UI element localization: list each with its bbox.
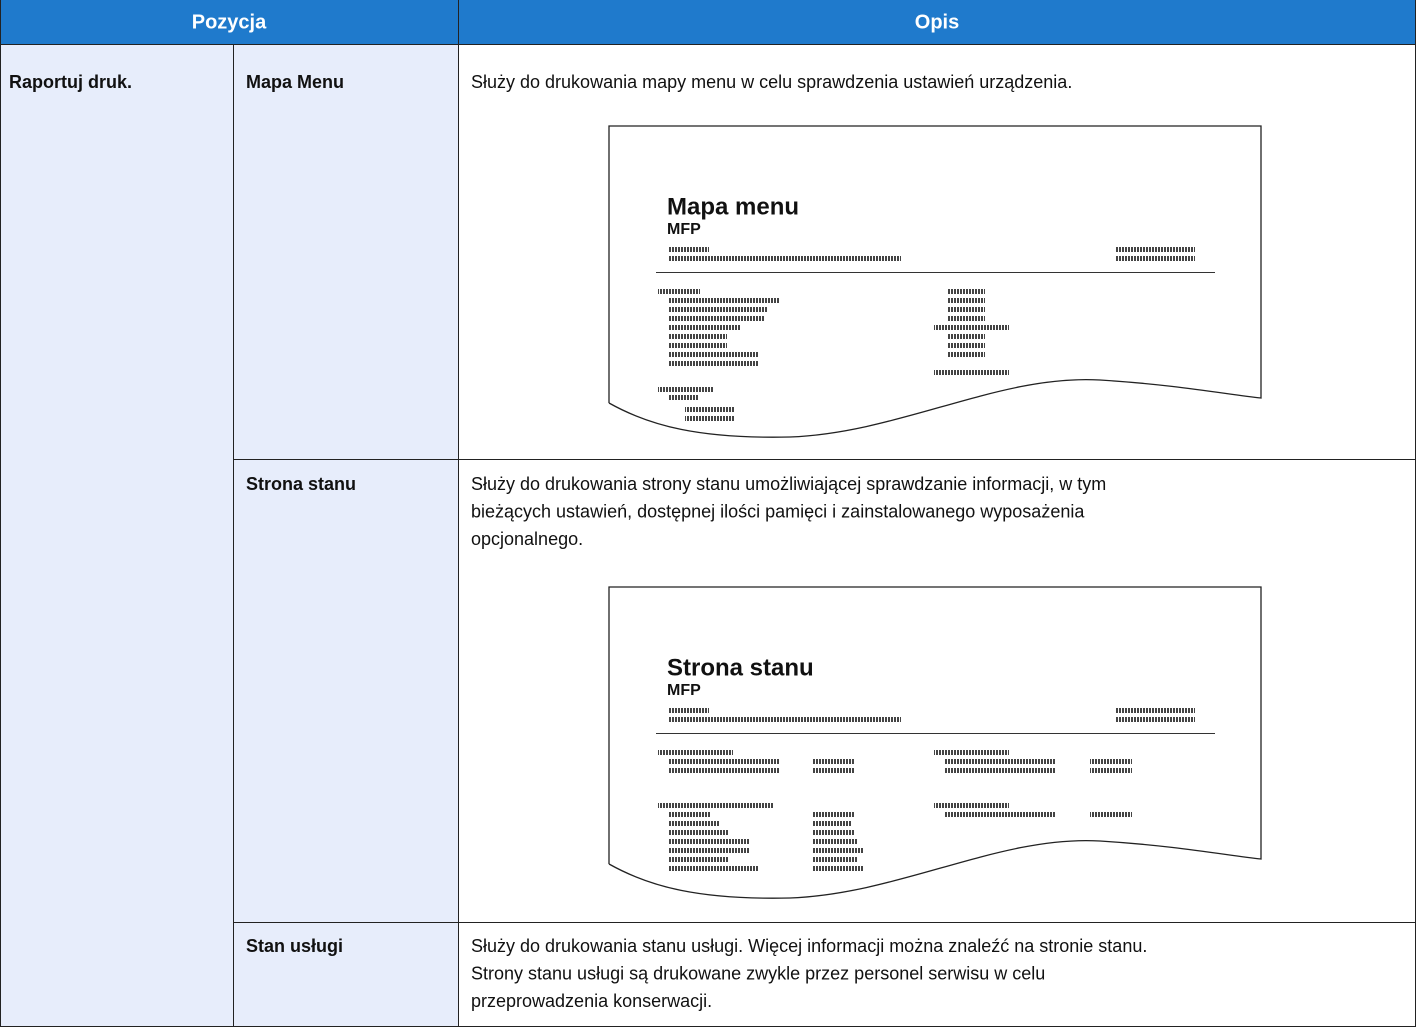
- description-line: opcjonalnego.: [471, 529, 583, 549]
- placeholder-text: [813, 759, 855, 764]
- placeholder-text: [947, 298, 985, 303]
- paper-outline: [608, 125, 1262, 438]
- paper-outline: [608, 586, 1262, 899]
- paper-title: Mapa menu: [667, 193, 799, 220]
- paper-subtitle: MFP: [667, 682, 701, 699]
- placeholder-text: [669, 298, 779, 303]
- group-label: Raportuj druk.: [9, 72, 132, 92]
- placeholder-text: [934, 750, 1009, 755]
- placeholder-text: [669, 708, 709, 713]
- placeholder-text: [669, 866, 759, 871]
- item-label: Mapa Menu: [246, 72, 344, 92]
- description-line: przeprowadzenia konserwacji.: [471, 991, 712, 1011]
- placeholder-text: [813, 857, 858, 862]
- placeholder-text: [1090, 759, 1132, 764]
- description-line: Służy do drukowania mapy menu w celu spr…: [471, 72, 1072, 92]
- item-label: Stan usługi: [246, 936, 343, 956]
- placeholder-text: [1090, 768, 1132, 773]
- placeholder-text: [669, 325, 741, 330]
- placeholder-text: [669, 352, 759, 357]
- placeholder-text: [669, 839, 749, 844]
- description-line: Służy do drukowania strony stanu umożliw…: [471, 474, 1106, 494]
- description-line: Strony stanu usługi są drukowane zwykle …: [471, 963, 1045, 983]
- placeholder-text: [685, 416, 735, 421]
- placeholder-text: [813, 830, 855, 835]
- header-bg: [0, 0, 1416, 44]
- header-cell: Pozycja: [192, 11, 267, 33]
- placeholder-text: [669, 316, 765, 321]
- placeholder-text: [813, 866, 863, 871]
- placeholder-text: [1115, 256, 1195, 261]
- placeholder-text: [669, 830, 729, 835]
- placeholder-text: [669, 857, 729, 862]
- placeholder-text: [658, 750, 733, 755]
- placeholder-text: [669, 821, 719, 826]
- item-label: Strona stanu: [246, 474, 356, 494]
- placeholder-text: [945, 768, 1055, 773]
- placeholder-text: [669, 717, 901, 722]
- placeholder-text: [685, 407, 735, 412]
- placeholder-text: [669, 256, 901, 261]
- placeholder-text: [669, 334, 727, 339]
- placeholder-text: [669, 307, 767, 312]
- placeholder-text: [945, 759, 1055, 764]
- placeholder-text: [947, 334, 985, 339]
- placeholder-text: [669, 395, 699, 400]
- placeholder-text: [947, 289, 985, 294]
- left-columns-bg: [0, 44, 458, 1027]
- placeholder-text: [813, 839, 858, 844]
- placeholder-text: [813, 848, 863, 853]
- placeholder-text: [1115, 708, 1195, 713]
- placeholder-text: [947, 316, 985, 321]
- placeholder-text: [1115, 717, 1195, 722]
- placeholder-text: [658, 387, 713, 392]
- placeholder-text: [947, 307, 985, 312]
- placeholder-text: [1090, 812, 1132, 817]
- paper-title: Strona stanu: [667, 654, 814, 681]
- placeholder-text: [669, 759, 779, 764]
- placeholder-text: [934, 325, 1009, 330]
- placeholder-text: [669, 247, 709, 252]
- placeholder-text: [813, 812, 855, 817]
- paper-subtitle: MFP: [667, 221, 701, 238]
- placeholder-text: [669, 343, 727, 348]
- placeholder-text: [1115, 247, 1195, 252]
- placeholder-text: [947, 343, 985, 348]
- placeholder-text: [658, 289, 700, 294]
- header-cell: Opis: [915, 11, 959, 33]
- description-line: bieżących ustawień, dostępnej ilości pam…: [471, 501, 1085, 521]
- placeholder-text: [813, 768, 855, 773]
- description-line: Służy do drukowania stanu usługi. Więcej…: [471, 936, 1147, 956]
- placeholder-text: [669, 812, 711, 817]
- placeholder-text: [669, 768, 779, 773]
- placeholder-text: [813, 821, 851, 826]
- placeholder-text: [934, 370, 1009, 375]
- placeholder-text: [669, 361, 759, 366]
- placeholder-text: [945, 812, 1055, 817]
- placeholder-text: [658, 803, 773, 808]
- placeholder-text: [934, 803, 1009, 808]
- placeholder-text: [669, 848, 749, 853]
- placeholder-text: [947, 352, 985, 357]
